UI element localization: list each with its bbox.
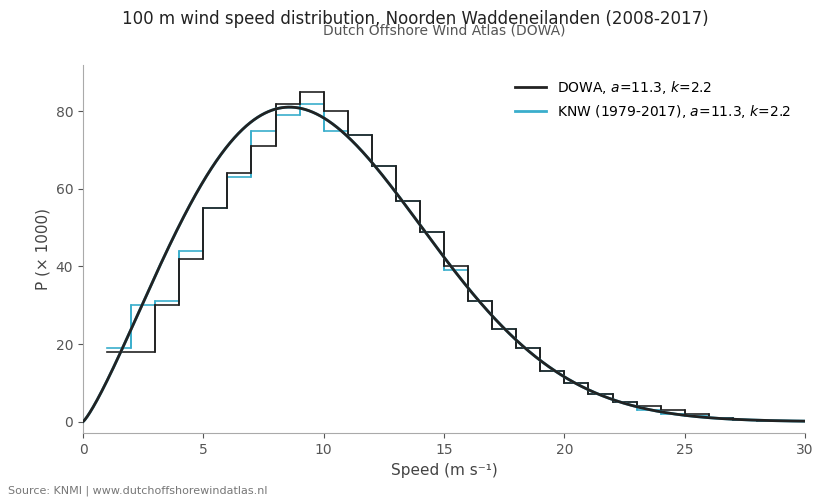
Text: Source: KNMI | www.dutchoffshorewindatlas.nl: Source: KNMI | www.dutchoffshorewindatla… [8,485,268,496]
Text: 100 m wind speed distribution, Noorden Waddeneilanden (2008-2017): 100 m wind speed distribution, Noorden W… [122,10,708,28]
X-axis label: Speed (m s⁻¹): Speed (m s⁻¹) [391,463,497,478]
Legend: DOWA, $a$=11.3, $k$=2.2, KNW (1979-2017), $a$=11.3, $k$=2.2: DOWA, $a$=11.3, $k$=2.2, KNW (1979-2017)… [508,72,798,126]
Y-axis label: P (× 1000): P (× 1000) [35,208,50,290]
Title: Dutch Offshore Wind Atlas (DOWA): Dutch Offshore Wind Atlas (DOWA) [323,23,565,37]
